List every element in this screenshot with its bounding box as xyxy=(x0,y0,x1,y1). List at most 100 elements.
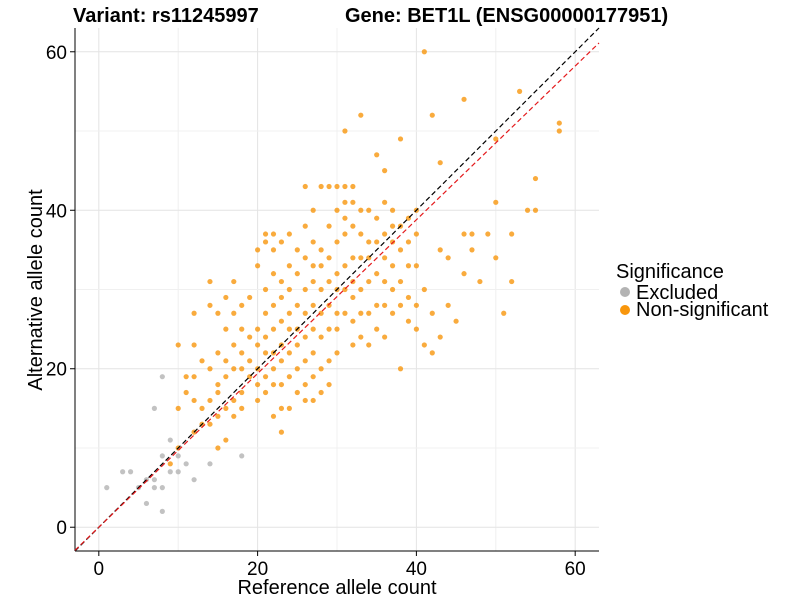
point-non-significant xyxy=(310,374,316,380)
point-non-significant xyxy=(215,310,221,316)
point-non-significant xyxy=(374,271,380,277)
point-non-significant xyxy=(397,302,404,308)
legend-key-excluded xyxy=(620,287,630,297)
reference-lines xyxy=(74,27,600,552)
point-non-significant xyxy=(556,128,562,134)
point-non-significant xyxy=(199,358,205,364)
point-non-significant xyxy=(207,278,213,285)
point-non-significant xyxy=(382,278,388,285)
x-axis: 0 20 40 60 xyxy=(75,550,599,580)
point-non-significant xyxy=(389,286,396,293)
y-axis-label: Alternative allele count xyxy=(25,189,47,391)
point-non-significant xyxy=(286,263,292,269)
point-non-significant xyxy=(310,326,316,332)
point-non-significant xyxy=(294,389,300,396)
point-excluded xyxy=(104,485,110,491)
point-non-significant xyxy=(183,374,189,380)
point-non-significant xyxy=(278,405,285,411)
point-non-significant xyxy=(286,286,292,293)
point-excluded xyxy=(183,461,189,467)
point-non-significant xyxy=(350,318,356,324)
point-non-significant xyxy=(389,223,396,229)
point-non-significant xyxy=(302,223,308,229)
point-non-significant xyxy=(223,294,229,301)
point-non-significant xyxy=(286,231,292,237)
point-non-significant xyxy=(477,278,483,285)
point-excluded xyxy=(159,453,165,459)
point-excluded xyxy=(143,500,150,507)
point-non-significant xyxy=(342,199,348,205)
point-non-significant xyxy=(239,366,245,372)
point-non-significant xyxy=(366,207,372,213)
x-tick-label: 40 xyxy=(406,559,427,580)
point-non-significant xyxy=(207,366,213,372)
gene-title: Gene: BET1L (ENSG00000177951) xyxy=(345,5,668,27)
point-non-significant xyxy=(270,271,277,277)
point-excluded xyxy=(167,437,173,443)
point-non-significant xyxy=(437,247,443,253)
point-non-significant xyxy=(215,413,221,419)
y-axis: 0 20 40 60 xyxy=(46,28,76,551)
point-non-significant xyxy=(509,231,515,237)
point-non-significant xyxy=(215,350,221,356)
point-excluded xyxy=(159,508,165,514)
point-non-significant xyxy=(262,310,269,316)
variant-title: Variant: rs11245997 xyxy=(73,5,259,27)
point-non-significant xyxy=(255,263,261,269)
point-non-significant xyxy=(191,397,197,404)
point-non-significant xyxy=(262,286,269,293)
point-excluded xyxy=(151,477,157,483)
point-non-significant xyxy=(382,231,388,237)
point-excluded xyxy=(207,461,213,467)
point-non-significant xyxy=(262,231,269,237)
point-non-significant xyxy=(223,437,229,443)
point-non-significant xyxy=(326,183,332,190)
point-non-significant xyxy=(318,366,324,372)
point-non-significant xyxy=(302,255,308,261)
y-tick-label: 0 xyxy=(56,518,67,539)
point-non-significant xyxy=(215,445,221,451)
point-non-significant xyxy=(517,88,523,94)
point-non-significant xyxy=(294,302,300,308)
point-non-significant xyxy=(326,326,332,332)
point-non-significant xyxy=(318,247,324,253)
point-non-significant xyxy=(374,239,380,245)
point-non-significant xyxy=(334,239,340,245)
point-non-significant xyxy=(310,278,316,285)
point-non-significant xyxy=(445,255,451,261)
point-non-significant xyxy=(191,310,197,316)
point-non-significant xyxy=(286,326,292,332)
point-non-significant xyxy=(366,239,372,245)
point-non-significant xyxy=(270,366,277,372)
point-non-significant xyxy=(382,168,388,174)
legend-label-excluded: Excluded xyxy=(636,282,718,304)
point-non-significant xyxy=(318,334,324,340)
point-non-significant xyxy=(262,374,269,380)
point-non-significant xyxy=(334,310,340,316)
point-non-significant xyxy=(294,342,300,348)
point-non-significant xyxy=(278,381,285,388)
point-non-significant xyxy=(493,255,499,261)
fit-line xyxy=(74,42,600,551)
point-non-significant xyxy=(437,334,443,340)
point-non-significant xyxy=(350,223,356,229)
point-non-significant xyxy=(223,405,229,411)
y-tick-label: 60 xyxy=(46,43,67,64)
point-non-significant xyxy=(207,397,213,404)
point-non-significant xyxy=(374,326,380,332)
point-non-significant xyxy=(302,310,308,316)
point-non-significant xyxy=(382,199,388,205)
point-non-significant xyxy=(318,183,324,190)
point-non-significant xyxy=(231,413,237,419)
point-non-significant xyxy=(318,310,324,316)
point-non-significant xyxy=(270,381,277,388)
point-non-significant xyxy=(318,389,324,396)
y-tick-label: 40 xyxy=(46,201,67,222)
point-non-significant xyxy=(191,374,197,380)
x-axis-label: Reference allele count xyxy=(237,577,436,599)
point-non-significant xyxy=(421,286,427,293)
point-non-significant xyxy=(278,278,285,285)
point-non-significant xyxy=(358,207,364,213)
point-non-significant xyxy=(247,358,253,364)
point-non-significant xyxy=(326,381,332,388)
